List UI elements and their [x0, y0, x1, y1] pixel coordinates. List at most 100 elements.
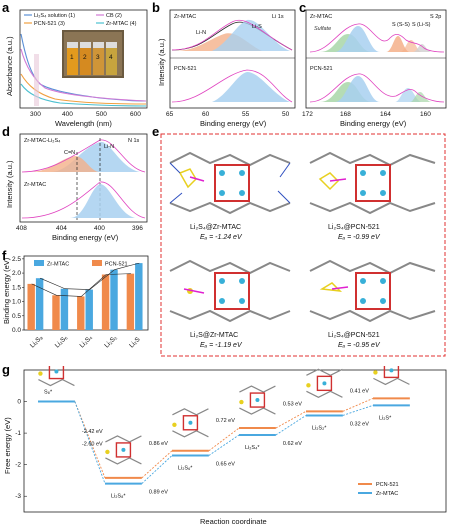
tick-d-408: 408 [16, 225, 27, 232]
vial-2 [80, 48, 91, 75]
connector-pcn521 [74, 401, 106, 479]
panel-d-chart: Zr-MTAC-Li₂S₄ N 1s C=N Li-N Zr-MTAC 408 … [5, 133, 148, 242]
structure-li2s4-pcn521 [309, 151, 436, 215]
tick-c-160: 160 [420, 111, 431, 118]
thumb-zr-atom [121, 447, 126, 452]
step-label-pcn521: 0.53 eV [283, 401, 302, 407]
step-label-pcn521: 0.41 eV [350, 388, 369, 394]
structure-label-1: Li₂S₄@Zr-MTAC [190, 224, 241, 231]
tick-b-55: 55 [242, 111, 250, 118]
bar-pcn521 [126, 273, 135, 330]
xlabel-a: Wavelength (nm) [55, 119, 112, 128]
core-level-s2p: S 2p [430, 14, 441, 20]
peak-label-li-n: Li-N [196, 30, 206, 36]
xlabel-c: Binding energy (eV) [340, 119, 407, 128]
tick-b-65: 65 [166, 111, 174, 118]
tick-a-400: 400 [62, 111, 73, 118]
panel-e-structures: Li₂S₄@Zr-MTAC Eₐ = -1.24 eV Li₂S₄@PCN-52… [160, 133, 446, 357]
ytick-label-f: 0.0 [12, 327, 21, 334]
legend-item-pcn521: PCN-521 (3) [34, 21, 65, 27]
panel-letter-b: b [152, 0, 160, 15]
structure-label-3: Li₂S@Zr-MTAC [190, 332, 238, 339]
legend-item-li2s4: Li₂S₄ solution (1) [34, 13, 75, 19]
structure-li2s4-zr-mtac [169, 151, 291, 215]
connector-zr-mtac [141, 455, 173, 484]
structure-li2s4-pcn521-b [309, 259, 436, 323]
panel-letter-d: d [2, 124, 10, 139]
peak-label-s2: S [412, 22, 416, 28]
vial-4 [106, 48, 117, 75]
core-level-n1s: N 1s [128, 138, 140, 144]
thumb-linker-bottom [306, 390, 343, 399]
state-label: Li₂S* [379, 415, 392, 421]
legend-label-zr-mtac: Zr-MTAC [376, 491, 398, 497]
zr-mtac-curve [20, 83, 147, 107]
thumbnail-structure [239, 385, 276, 415]
connector-pcn521 [208, 427, 240, 452]
thumb-zr-atom [54, 369, 59, 374]
vial-photo: 1 2 3 4 [62, 30, 124, 78]
thumb-cluster [383, 366, 400, 379]
step-label-zr-mtac: 0.65 eV [216, 462, 235, 468]
connector-pcn521 [141, 450, 173, 479]
vial-number-1: 1 [70, 54, 74, 61]
tick-c-172: 172 [302, 111, 313, 118]
category-label-f: Li₂S₂ [103, 334, 118, 349]
cb-curve [20, 48, 147, 102]
sample-label-zr-mtac-li2s4: Zr-MTAC-Li₂S₄ [24, 138, 61, 144]
thumb-cluster [115, 442, 132, 458]
step-label-zr-mtac: 0.32 eV [350, 421, 369, 427]
sample-label-pcn521-c: PCN-521 [310, 66, 333, 72]
bar-zr-mtac [110, 269, 118, 330]
core-level-li1s: Li 1s [272, 14, 284, 20]
state-label: Li₂S₂* [312, 425, 327, 431]
legend-item-zr-mtac: Zr-MTAC (4) [106, 21, 137, 27]
thumb-sulfur [38, 371, 43, 376]
tick-d-404: 404 [56, 225, 67, 232]
xlabel-d: Binding energy (eV) [52, 233, 119, 242]
ytick-label-f: 0.5 [12, 313, 21, 320]
binding-energy-2: Eₐ = -0.99 eV [338, 234, 381, 241]
thumbnail-structure [38, 366, 75, 387]
thumb-zr-atom [255, 398, 260, 403]
peak-label-li-s: Li-S [252, 24, 262, 30]
sample-label-zr-mtac-d: Zr-MTAC [24, 182, 46, 188]
connector-pcn521 [342, 397, 374, 412]
ytick-label-f: 1.5 [12, 284, 21, 291]
bar-pcn521 [77, 296, 85, 330]
thumb-zr-atom [188, 420, 193, 425]
connector-zr-mtac [275, 415, 307, 436]
bar-pcn521 [27, 283, 35, 330]
vial-number-2: 2 [83, 54, 87, 61]
thumbnail-structure [105, 435, 142, 465]
step-label-pcn521: 0.86 eV [149, 441, 168, 447]
thumb-cluster [316, 375, 333, 392]
thumbnail-structure [306, 368, 343, 399]
trend-line-pcn521 [31, 273, 131, 297]
state-label: Li₂S₆* [178, 466, 193, 472]
vial-number-3: 3 [96, 54, 100, 61]
legend-label-pcn521: PCN-521 [376, 482, 399, 488]
li-s-peak [212, 19, 290, 51]
ytick-label-g: -1 [15, 430, 21, 437]
ylabel-b: Intensity (a.u.) [157, 38, 166, 86]
plot-frame-g [23, 369, 447, 513]
ylabel-a: Absorbance (a.u.) [5, 36, 14, 96]
thumb-linker-bottom [105, 457, 142, 465]
step-label-pcn521: -2.42 eV [82, 429, 103, 435]
peak-label-lis: (Li-S) [417, 22, 431, 28]
panel-c-chart: Zr-MTAC S 2p Sulfate S (S-S) S (Li-S) PC… [302, 9, 447, 128]
structure-li2s-zr-mtac [169, 259, 291, 323]
ytick-label-g: -2 [15, 462, 21, 469]
thumb-linker-bottom [172, 430, 209, 438]
vial-3 [93, 48, 104, 75]
step-label-zr-mtac: 0.62 eV [283, 441, 302, 447]
bar-pcn521 [101, 274, 110, 330]
thumb-linker-top [306, 368, 343, 377]
absorbance-band [34, 54, 39, 106]
tick-a-600: 600 [130, 111, 141, 118]
bar-zr-mtac [85, 289, 93, 330]
ylabel-g: Free energy (eV) [3, 417, 12, 474]
legend-swatch-zr-mtac [34, 260, 44, 266]
